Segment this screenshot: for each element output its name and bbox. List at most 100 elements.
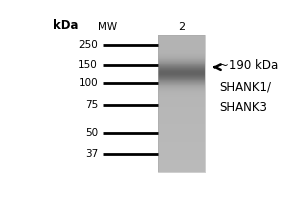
Bar (158, 117, 205, 118)
Bar (158, 121, 205, 122)
Bar (158, 73, 205, 74)
Bar (158, 88, 205, 89)
Bar (158, 128, 205, 129)
Bar (158, 68, 205, 69)
Bar (158, 41, 205, 42)
Bar (158, 159, 205, 160)
Bar (158, 163, 205, 164)
Bar (158, 35, 205, 172)
Bar (158, 110, 205, 111)
Bar (158, 86, 205, 87)
Bar (158, 57, 205, 58)
Bar (158, 72, 205, 73)
Bar (158, 79, 205, 80)
Bar (158, 51, 205, 52)
Bar (158, 132, 205, 133)
Bar (158, 52, 205, 53)
Bar (158, 46, 205, 47)
Bar (158, 165, 205, 166)
Bar (158, 47, 205, 48)
Bar (158, 70, 205, 71)
Bar (158, 162, 205, 163)
Bar (158, 126, 205, 127)
Text: SHANK3: SHANK3 (219, 101, 267, 114)
Bar (158, 149, 205, 150)
Bar (158, 142, 205, 143)
Bar (158, 60, 205, 61)
Bar (158, 74, 205, 75)
Bar (158, 65, 205, 66)
Text: kDa: kDa (53, 19, 78, 32)
Bar (158, 160, 205, 161)
Bar (158, 131, 205, 132)
Bar (158, 147, 205, 148)
Bar (158, 119, 205, 120)
Bar (158, 109, 205, 110)
Bar (158, 90, 205, 91)
Bar (158, 93, 205, 94)
Bar (158, 36, 205, 37)
Bar (158, 61, 205, 62)
Bar (158, 62, 205, 63)
Text: SHANK1/: SHANK1/ (219, 81, 271, 94)
Bar (158, 133, 205, 134)
Bar (158, 75, 205, 76)
Text: 37: 37 (85, 149, 98, 159)
Bar (158, 100, 205, 101)
Bar (158, 155, 205, 156)
Bar (158, 148, 205, 149)
Bar (158, 125, 205, 126)
Bar (158, 111, 205, 112)
Text: 100: 100 (78, 78, 98, 88)
Bar (158, 78, 205, 79)
Bar (158, 112, 205, 113)
Bar (158, 146, 205, 147)
Bar (158, 79, 205, 80)
Bar (158, 130, 205, 131)
Text: 50: 50 (85, 128, 98, 138)
Bar (158, 95, 205, 96)
Bar (158, 114, 205, 115)
Bar (158, 106, 205, 107)
Text: 75: 75 (85, 100, 98, 110)
Bar (158, 89, 205, 90)
Bar (158, 95, 205, 96)
Bar (158, 42, 205, 43)
Bar (158, 105, 205, 106)
Bar (158, 104, 205, 105)
Bar (158, 135, 205, 136)
Text: ~190 kDa: ~190 kDa (219, 59, 278, 72)
Bar (158, 113, 205, 114)
Bar (158, 153, 205, 154)
Bar (158, 76, 205, 77)
Bar (158, 137, 205, 138)
Bar (158, 139, 205, 140)
Bar (158, 48, 205, 49)
Bar (158, 127, 205, 128)
Bar (158, 37, 205, 38)
Bar (158, 63, 205, 64)
Bar (158, 58, 205, 59)
Bar (158, 73, 205, 74)
Bar (158, 66, 205, 67)
Bar (158, 35, 205, 36)
Bar (158, 170, 205, 171)
Bar (158, 69, 205, 70)
Text: 2: 2 (178, 22, 185, 32)
Bar (158, 42, 205, 43)
Bar (158, 147, 205, 148)
Bar (158, 163, 205, 164)
Bar (158, 68, 205, 69)
Bar (158, 138, 205, 139)
Bar (158, 78, 205, 79)
Bar (158, 67, 205, 68)
Bar (158, 97, 205, 98)
Bar (158, 85, 205, 86)
Bar (158, 54, 205, 55)
Bar (158, 171, 205, 172)
Bar (158, 53, 205, 54)
Bar (158, 137, 205, 138)
Bar (158, 132, 205, 133)
Bar (158, 36, 205, 37)
Bar (158, 58, 205, 59)
